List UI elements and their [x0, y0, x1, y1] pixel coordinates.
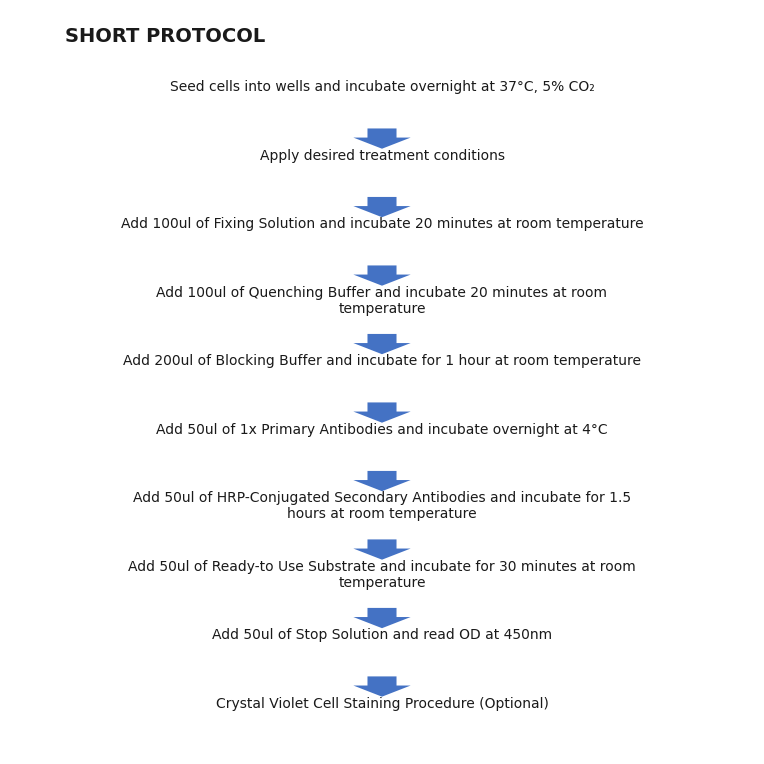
Polygon shape	[354, 608, 411, 628]
Text: Add 100ul of Fixing Solution and incubate 20 minutes at room temperature: Add 100ul of Fixing Solution and incubat…	[121, 217, 643, 231]
Text: Apply desired treatment conditions: Apply desired treatment conditions	[260, 149, 504, 163]
Polygon shape	[354, 539, 411, 560]
Text: SHORT PROTOCOL: SHORT PROTOCOL	[65, 27, 265, 46]
Polygon shape	[354, 471, 411, 491]
Text: Crystal Violet Cell Staining Procedure (Optional): Crystal Violet Cell Staining Procedure (…	[215, 697, 549, 711]
Polygon shape	[354, 265, 411, 286]
Polygon shape	[354, 128, 411, 149]
Polygon shape	[354, 334, 411, 354]
Polygon shape	[354, 676, 411, 697]
Text: Add 200ul of Blocking Buffer and incubate for 1 hour at room temperature: Add 200ul of Blocking Buffer and incubat…	[123, 354, 641, 368]
Polygon shape	[354, 197, 411, 217]
Text: Add 50ul of 1x Primary Antibodies and incubate overnight at 4°C: Add 50ul of 1x Primary Antibodies and in…	[156, 422, 608, 437]
Text: Add 50ul of Ready-to Use Substrate and incubate for 30 minutes at room
temperatu: Add 50ul of Ready-to Use Substrate and i…	[128, 560, 636, 590]
Text: Seed cells into wells and incubate overnight at 37°C, 5% CO₂: Seed cells into wells and incubate overn…	[170, 80, 594, 94]
Polygon shape	[354, 403, 411, 422]
Text: Add 50ul of HRP-Conjugated Secondary Antibodies and incubate for 1.5
hours at ro: Add 50ul of HRP-Conjugated Secondary Ant…	[133, 491, 631, 521]
Text: Add 100ul of Quenching Buffer and incubate 20 minutes at room
temperature: Add 100ul of Quenching Buffer and incuba…	[157, 286, 607, 316]
Text: Add 50ul of Stop Solution and read OD at 450nm: Add 50ul of Stop Solution and read OD at…	[212, 628, 552, 643]
